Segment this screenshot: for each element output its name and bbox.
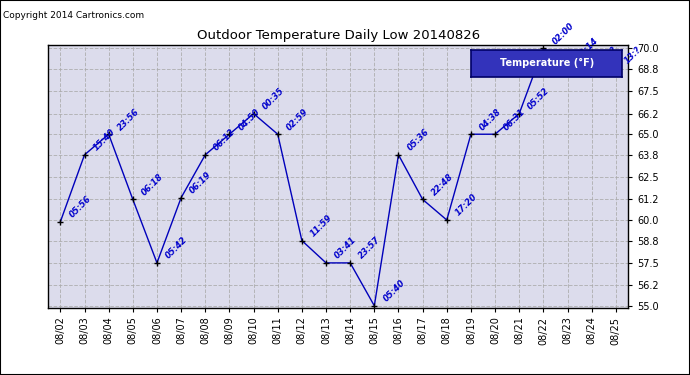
Text: 06:31: 06:31 bbox=[502, 106, 527, 132]
Text: 13:?: 13:? bbox=[623, 45, 643, 65]
Text: 04:38: 04:38 bbox=[478, 106, 503, 132]
Text: 06:18: 06:18 bbox=[140, 172, 165, 197]
Text: 06:12: 06:12 bbox=[213, 127, 237, 153]
Text: 23:57: 23:57 bbox=[357, 236, 382, 261]
Text: 00:35: 00:35 bbox=[261, 86, 286, 111]
Text: 05:36: 05:36 bbox=[406, 127, 431, 153]
Title: Outdoor Temperature Daily Low 20140826: Outdoor Temperature Daily Low 20140826 bbox=[197, 30, 480, 42]
Text: 02:00: 02:00 bbox=[551, 21, 575, 46]
Text: 11:59: 11:59 bbox=[309, 213, 334, 238]
Text: 04:50: 04:50 bbox=[237, 106, 262, 132]
Text: 02:59: 02:59 bbox=[285, 106, 310, 132]
Text: 02:14: 02:14 bbox=[575, 36, 600, 62]
Text: Copyright 2014 Cartronics.com: Copyright 2014 Cartronics.com bbox=[3, 11, 145, 20]
Text: 05:52: 05:52 bbox=[526, 86, 551, 111]
Text: 15:40: 15:40 bbox=[92, 127, 117, 153]
Text: 02:?: 02:? bbox=[599, 45, 619, 65]
Text: 17:20: 17:20 bbox=[454, 192, 479, 218]
Text: 05:42: 05:42 bbox=[164, 236, 189, 261]
Text: 05:40: 05:40 bbox=[382, 278, 406, 304]
Text: 03:41: 03:41 bbox=[333, 236, 358, 261]
Text: 06:19: 06:19 bbox=[188, 170, 213, 195]
Text: 23:56: 23:56 bbox=[116, 106, 141, 132]
Text: 22:48: 22:48 bbox=[430, 172, 455, 197]
Text: 05:56: 05:56 bbox=[68, 194, 92, 219]
